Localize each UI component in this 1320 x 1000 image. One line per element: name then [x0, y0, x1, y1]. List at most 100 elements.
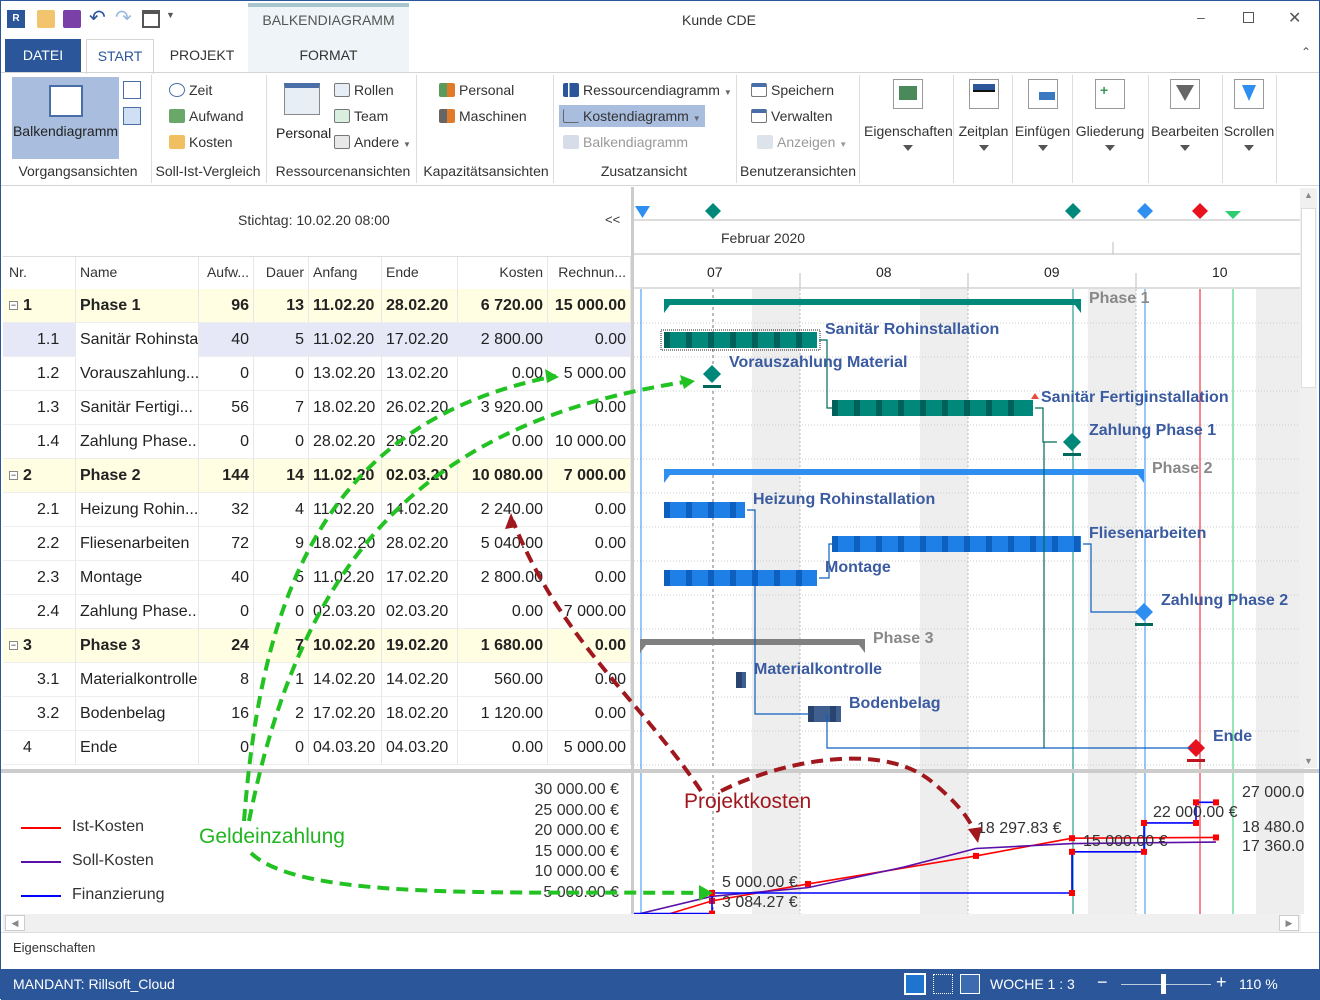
cell-name[interactable]: Fliesenarbeiten [76, 527, 199, 561]
andere-label: Andere [354, 134, 400, 150]
scroll-right-icon[interactable]: ▶ [1279, 915, 1299, 931]
column-header-aufw[interactable]: Aufw... [199, 257, 254, 289]
cell-aufw: 56 [199, 391, 254, 425]
cell-anfang: 14.02.20 [309, 663, 382, 697]
collapse-table-button[interactable]: << [605, 212, 621, 227]
speichern-button[interactable]: Speichern [751, 79, 834, 101]
scroll-up-icon[interactable]: ▲ [1304, 190, 1313, 200]
cell-anfang: 28.02.20 [309, 425, 382, 459]
einfuegen-button[interactable]: Einfügen [1014, 77, 1071, 167]
eigenschaften-label: Eigenschaften [864, 123, 953, 139]
gliederung-button[interactable]: + Gliederung [1074, 77, 1146, 167]
undo-icon[interactable]: ↶ [89, 7, 106, 29]
personal-view-button[interactable]: Personal [276, 81, 331, 141]
cell-name[interactable]: Phase 3 [76, 629, 199, 663]
cell-name[interactable]: Heizung Rohin... [76, 493, 199, 527]
maschinen-button[interactable]: Maschinen [439, 105, 527, 127]
summary-row[interactable] [3, 289, 631, 323]
horizontal-scrollbar[interactable]: ◀ ▶ [3, 914, 1301, 932]
tab-datei[interactable]: DATEI [5, 39, 81, 72]
cost-value-label: 3 084.27 € [722, 894, 798, 911]
tab-format[interactable]: FORMAT [299, 47, 358, 63]
column-header-nr[interactable]: Nr. [5, 257, 76, 289]
gantt-vertical-scrollbar[interactable]: ▲ ▼ [1300, 188, 1317, 768]
view-resource-icon[interactable] [933, 974, 953, 994]
customize-quick-access-icon[interactable]: ▼ [166, 10, 175, 20]
andere-dropdown[interactable]: Andere ▼ [334, 131, 411, 153]
collapse-ribbon-icon[interactable]: ⌃ [1301, 45, 1312, 59]
kostendiagramm-button[interactable]: Kostendiagramm ▼ [559, 105, 705, 127]
column-header-ende[interactable]: Ende [382, 257, 458, 289]
cell-name[interactable]: Montage [76, 561, 199, 595]
cell-name[interactable]: Vorauszahlung... [76, 357, 199, 391]
kosten-button[interactable]: Kosten [169, 131, 233, 153]
timescale-selector[interactable]: WOCHE 1 : 3 [990, 976, 1075, 992]
tab-start[interactable]: START [86, 39, 154, 74]
cell-name[interactable]: Materialkontrolle [76, 663, 199, 697]
column-header-anfang[interactable]: Anfang [309, 257, 382, 289]
kapazitaet-personal-button[interactable]: Personal [439, 79, 514, 101]
collapse-toggle-icon[interactable]: − [9, 470, 18, 480]
cell-name[interactable]: Ende [76, 731, 199, 765]
task-bar-segment [664, 570, 670, 586]
close-button[interactable]: ✕ [1288, 10, 1302, 27]
zoom-slider-thumb[interactable] [1161, 974, 1166, 994]
zeit-button[interactable]: Zeit [169, 79, 212, 101]
table-view-icon[interactable] [123, 107, 141, 125]
cell-kosten: 0.00 [458, 357, 548, 391]
zoom-level[interactable]: 110 % [1239, 976, 1278, 992]
redo-icon[interactable]: ↷ [115, 7, 132, 29]
minimize-button[interactable]: – [1197, 9, 1205, 25]
cell-name[interactable]: Bodenbelag [76, 697, 199, 731]
balkendiagramm-view-button[interactable]: Balkendiagramm [12, 77, 119, 159]
eigenschaften-button[interactable]: Eigenschaften [864, 77, 953, 167]
cell-anfang: 11.02.20 [309, 493, 382, 527]
rollen-button[interactable]: Rollen [334, 79, 394, 101]
zeitplan-button[interactable]: Zeitplan [956, 77, 1011, 167]
cell-aufw: 0 [199, 425, 254, 459]
collapse-toggle-icon[interactable]: − [9, 640, 18, 650]
scrollen-button[interactable]: Scrollen [1223, 77, 1275, 167]
task-bar-segment [708, 570, 714, 586]
save-icon[interactable] [63, 10, 81, 28]
zoom-slider[interactable] [1121, 984, 1211, 985]
open-folder-icon[interactable] [37, 10, 55, 28]
cell-name[interactable]: Zahlung Phase... [76, 595, 199, 629]
collapse-toggle-icon[interactable]: − [9, 300, 18, 310]
cell-name[interactable]: Zahlung Phase... [76, 425, 199, 459]
ressourcendiagramm-button[interactable]: Ressourcendiagramm ▼ [563, 79, 732, 101]
summary-bar [664, 299, 1081, 305]
tab-projekt[interactable]: PROJEKT [169, 47, 235, 63]
view-capacity-icon[interactable] [960, 974, 980, 994]
column-header-dauer[interactable]: Dauer [254, 257, 309, 289]
cell-name[interactable]: Phase 2 [76, 459, 199, 493]
legend-label: Finanzierung [72, 886, 165, 903]
ribbon-separator [151, 75, 152, 183]
cell-rechnung: 15 000.00 [548, 289, 631, 323]
bearbeiten-button[interactable]: Bearbeiten [1149, 77, 1221, 167]
cell-rechnung: 0.00 [548, 561, 631, 595]
column-header-name[interactable]: Name [76, 257, 199, 289]
view-gantt-icon[interactable] [904, 973, 926, 995]
maximize-button[interactable] [1243, 12, 1254, 23]
cell-name[interactable]: Phase 1 [76, 289, 199, 323]
scrollbar-thumb[interactable] [1301, 208, 1316, 388]
zoom-in-button[interactable]: + [1216, 972, 1227, 992]
cell-name[interactable]: Sanitär Fertigi... [76, 391, 199, 425]
aufwand-button[interactable]: Aufwand [169, 105, 243, 127]
scroll-down-icon[interactable]: ▼ [1304, 756, 1313, 766]
verwalten-button[interactable]: Verwalten [751, 105, 832, 127]
cell-anfang: 10.02.20 [309, 629, 382, 663]
properties-panel-title[interactable]: Eigenschaften [13, 940, 96, 955]
splitter[interactable] [631, 187, 634, 915]
column-header-kosten[interactable]: Kosten [458, 257, 548, 289]
cell-nr: 4 [5, 731, 76, 765]
cell-name[interactable]: Sanitär Rohinsta [76, 323, 199, 357]
dependency-link [1083, 543, 1137, 613]
scroll-left-icon[interactable]: ◀ [5, 915, 25, 931]
network-view-icon[interactable] [123, 81, 141, 99]
window-layout-icon[interactable] [142, 10, 160, 28]
team-button[interactable]: Team [334, 105, 388, 127]
zoom-out-button[interactable]: − [1097, 972, 1108, 992]
column-header-rechnung[interactable]: Rechnun... [548, 257, 631, 289]
